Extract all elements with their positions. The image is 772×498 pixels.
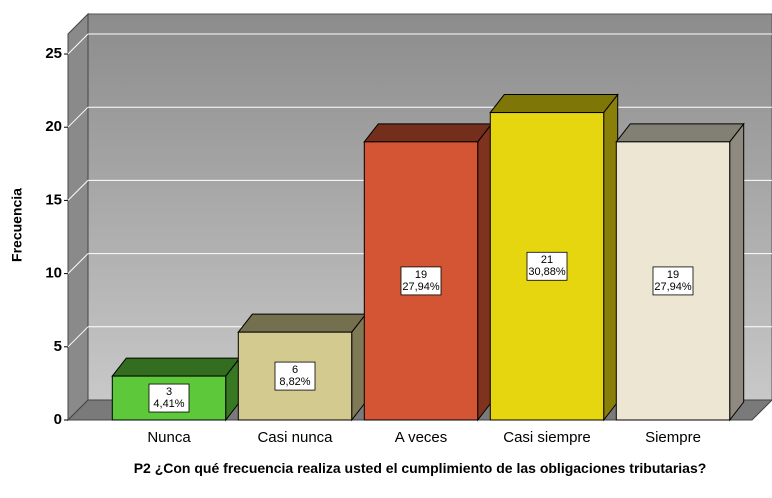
data-label-box: [148, 383, 190, 413]
side-wall: [67, 12, 89, 422]
data-label-box: [526, 251, 568, 281]
grid-line: [67, 33, 89, 55]
y-tick-label: 0: [54, 411, 62, 428]
data-label-percent: 27,94%: [402, 281, 440, 293]
grid-line: [67, 253, 89, 274]
y-tick-label: 20: [45, 118, 62, 135]
data-label-percent: 4,41%: [153, 398, 184, 410]
data-label: 6: [292, 364, 298, 376]
data-label-box: [652, 266, 694, 296]
grid-line: [67, 326, 89, 348]
x-tick-label: Casi siempre: [503, 429, 591, 446]
y-tick-label: 15: [45, 191, 62, 208]
bar-top: [237, 313, 367, 333]
x-tick-label: Casi nunca: [257, 429, 333, 446]
bar-side: [603, 93, 619, 422]
bar-side: [477, 122, 493, 422]
x-tick-label: Siempre: [645, 429, 701, 446]
bar-top: [489, 94, 619, 114]
bar-top: [615, 123, 745, 143]
x-tick-label: A veces: [395, 429, 448, 446]
x-axis-label: P2 ¿Con qué frecuencia realiza usted el …: [133, 460, 707, 476]
y-axis-label: Frecuencia: [9, 188, 25, 262]
bar-top: [363, 123, 493, 143]
data-label: 21: [541, 254, 553, 266]
data-label-percent: 8,82%: [279, 376, 310, 388]
data-label: 19: [415, 269, 427, 281]
y-tick-label: 5: [54, 338, 62, 355]
data-label-percent: 27,94%: [654, 281, 692, 293]
bar-side: [729, 122, 745, 422]
data-label-percent: 30,88%: [528, 266, 566, 278]
x-tick-label: Nunca: [147, 429, 191, 446]
data-label: 3: [166, 386, 172, 398]
grid-line: [67, 106, 89, 128]
data-label: 19: [667, 269, 679, 281]
data-label-box: [274, 361, 316, 391]
data-label-box: [400, 266, 442, 296]
grid-line: [67, 180, 89, 201]
y-tick-label: 10: [45, 265, 62, 282]
bar-top: [111, 357, 241, 377]
y-tick-label: 25: [45, 45, 62, 62]
